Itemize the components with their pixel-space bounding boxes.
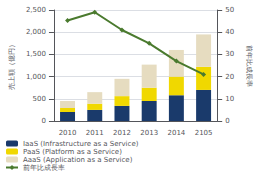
svg-text:1,500: 1,500 bbox=[26, 50, 46, 58]
svg-text:10: 10 bbox=[225, 95, 234, 103]
svg-text:2012: 2012 bbox=[113, 129, 131, 137]
svg-text:前年比成長率: 前年比成長率 bbox=[245, 45, 253, 87]
svg-text:AaaS (Application as a Service: AaaS (Application as a Service) bbox=[23, 156, 133, 164]
svg-text:2013: 2013 bbox=[140, 129, 158, 137]
svg-text:IaaS (Infrastructure as a Serv: IaaS (Infrastructure as a Service) bbox=[23, 140, 139, 148]
svg-text:40: 40 bbox=[225, 28, 234, 36]
svg-text:PaaS (Platform as a Service): PaaS (Platform as a Service) bbox=[23, 148, 122, 156]
svg-text:1,000: 1,000 bbox=[26, 73, 46, 81]
svg-text:0: 0 bbox=[41, 117, 45, 125]
svg-text:2014: 2014 bbox=[167, 129, 185, 137]
svg-text:2010: 2010 bbox=[59, 129, 77, 137]
svg-text:500: 500 bbox=[33, 95, 46, 103]
svg-text:前年比成長率: 前年比成長率 bbox=[23, 164, 65, 172]
svg-text:20: 20 bbox=[225, 73, 234, 81]
svg-text:2105: 2105 bbox=[195, 129, 213, 137]
svg-text:0: 0 bbox=[225, 117, 229, 125]
svg-text:2,500: 2,500 bbox=[26, 6, 46, 14]
svg-text:30: 30 bbox=[225, 50, 234, 58]
svg-text:2011: 2011 bbox=[86, 129, 104, 137]
svg-text:売上額（億円）: 売上額（億円） bbox=[8, 41, 16, 90]
svg-text:50: 50 bbox=[225, 6, 234, 14]
svg-text:2,000: 2,000 bbox=[26, 28, 46, 36]
